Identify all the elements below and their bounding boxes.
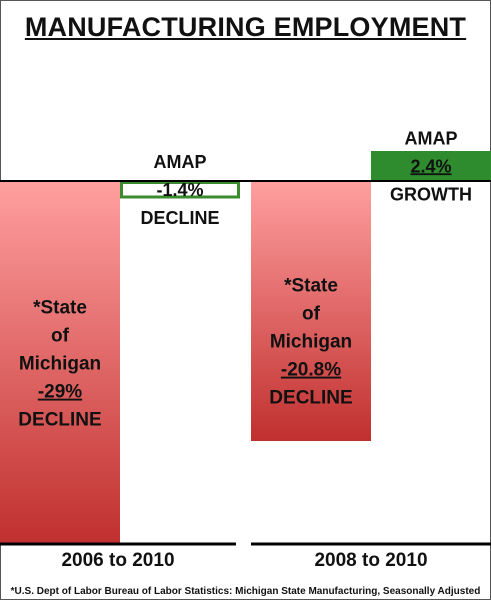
axis-layer: 2006 to 2010 2008 to 2010 — [0, 180, 491, 571]
labels-layer: *State of Michigan -29% DECLINE AMAP -1.4% DECL… — [18, 128, 472, 430]
bar-label-3-line-4: -20.8% — [281, 360, 341, 381]
amap-bar-1 — [120, 181, 240, 199]
bar-label-1-line-3: Michigan — [19, 354, 101, 375]
source-footnote: *U.S. Dept of Labor Bureau of Labor Stat… — [10, 586, 481, 597]
bar-label-1-line-2: of — [51, 326, 70, 347]
bar-label-4-line-3: GROWTH — [390, 184, 472, 204]
category-label-1: 2006 to 2010 — [61, 550, 174, 571]
bar-label-4-line-2: 2.4% — [410, 156, 451, 176]
michigan-bar-2 — [251, 181, 371, 441]
bar-label-3-line-3: Michigan — [270, 332, 352, 353]
bar-label-1-line-1: *State — [33, 298, 87, 319]
bar-label-2-line-1: AMAP — [154, 152, 207, 172]
bars-layer — [0, 151, 491, 544]
amap-bar-2 — [371, 151, 491, 181]
category-label-2: 2008 to 2010 — [314, 550, 427, 571]
chart-title: MANUFACTURING EMPLOYMENT — [24, 12, 467, 42]
bar-label-3-line-1: *State — [284, 276, 338, 297]
bar-label-1-line-5: DECLINE — [18, 410, 101, 431]
bar-label-2-line-2: -1.4% — [156, 180, 203, 200]
michigan-bar-1 — [0, 181, 120, 544]
bar-label-1-line-4: -29% — [38, 382, 82, 403]
bar-label-2-line-3: DECLINE — [140, 208, 219, 228]
bar-label-3-line-5: DECLINE — [269, 388, 352, 409]
bar-label-3-line-2: of — [302, 304, 321, 325]
bar-label-4-line-1: AMAP — [405, 128, 458, 148]
